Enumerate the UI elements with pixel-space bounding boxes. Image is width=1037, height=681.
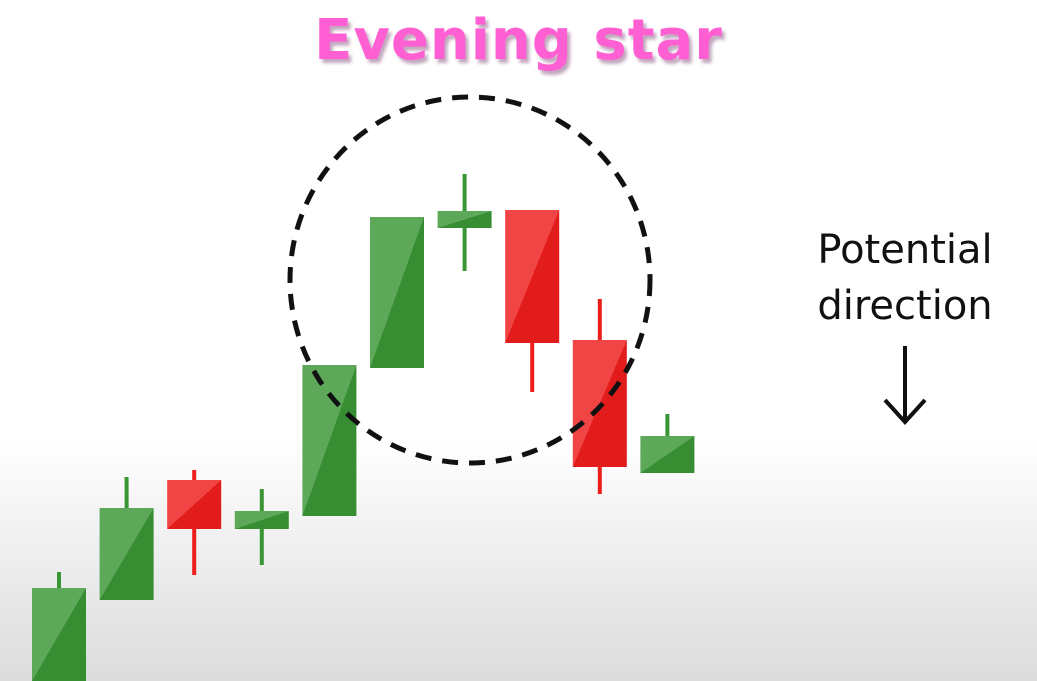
candle-1 bbox=[32, 572, 86, 681]
note-line-1: Potential bbox=[817, 227, 993, 273]
candle-body-sheen bbox=[234, 511, 289, 529]
candle-body-sheen bbox=[167, 480, 222, 529]
candle-6 bbox=[370, 217, 424, 368]
candle-body-sheen bbox=[32, 588, 86, 681]
candle-body-sheen bbox=[437, 211, 492, 228]
chart-title: Evening star bbox=[314, 8, 723, 73]
candle-body-sheen bbox=[370, 217, 424, 368]
candle-body-sheen bbox=[302, 365, 357, 516]
candle-4 bbox=[234, 489, 289, 565]
candle-9 bbox=[572, 299, 627, 494]
candle-5 bbox=[302, 365, 357, 516]
candle-8 bbox=[505, 210, 560, 392]
note-line-2: direction bbox=[817, 283, 993, 329]
candle-3 bbox=[167, 470, 222, 575]
down-arrow-icon bbox=[883, 346, 927, 425]
candle-body-sheen bbox=[505, 210, 560, 343]
potential-direction-note: Potential direction bbox=[790, 222, 1020, 432]
candle-2 bbox=[99, 477, 154, 600]
candle-body-sheen bbox=[99, 508, 154, 600]
candle-10 bbox=[640, 414, 695, 473]
candle-7 bbox=[437, 174, 492, 271]
candle-body-sheen bbox=[640, 436, 695, 473]
highlight-circle bbox=[287, 94, 653, 466]
